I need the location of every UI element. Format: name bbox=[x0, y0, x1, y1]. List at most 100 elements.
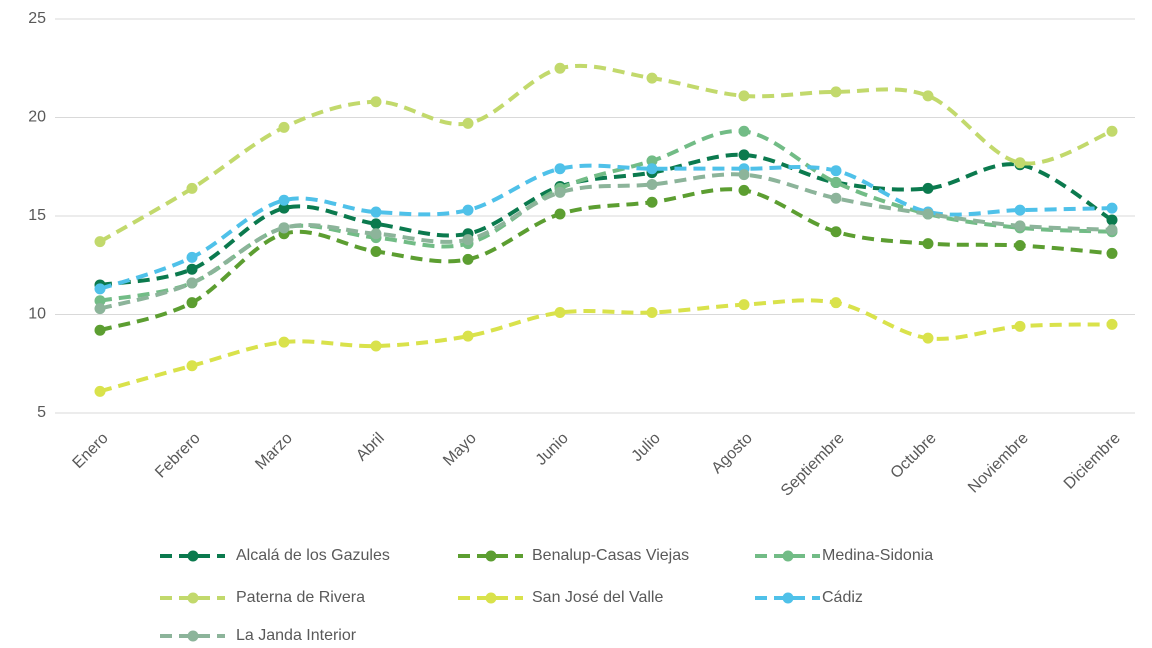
y-tick-label: 25 bbox=[28, 10, 46, 27]
series-line bbox=[98, 63, 1113, 244]
point bbox=[186, 277, 198, 289]
x-tick-label: Noviembre bbox=[965, 430, 1032, 497]
point bbox=[830, 226, 842, 238]
point bbox=[830, 297, 842, 309]
point bbox=[1106, 125, 1118, 137]
point bbox=[1014, 204, 1026, 216]
legend-label: Cádiz bbox=[822, 589, 863, 606]
point bbox=[370, 96, 382, 108]
point bbox=[94, 324, 106, 336]
point bbox=[738, 169, 750, 181]
point bbox=[1014, 157, 1026, 169]
point bbox=[922, 90, 934, 102]
point bbox=[1106, 224, 1118, 236]
point bbox=[462, 117, 474, 129]
legend-marker bbox=[187, 592, 199, 604]
y-tick-label: 5 bbox=[37, 404, 46, 421]
legend-label: La Janda Interior bbox=[236, 627, 357, 644]
point bbox=[738, 90, 750, 102]
point bbox=[462, 253, 474, 265]
point bbox=[278, 222, 290, 234]
point bbox=[462, 204, 474, 216]
legend-label: San José del Valle bbox=[532, 589, 663, 606]
point bbox=[646, 72, 658, 84]
point bbox=[370, 245, 382, 257]
point bbox=[830, 177, 842, 189]
point bbox=[462, 330, 474, 342]
point bbox=[830, 192, 842, 204]
point bbox=[1106, 202, 1118, 214]
x-tick-label: Diciembre bbox=[1061, 430, 1124, 493]
series-line bbox=[99, 298, 1113, 394]
point bbox=[278, 202, 290, 214]
point bbox=[94, 385, 106, 397]
point bbox=[1014, 240, 1026, 252]
point bbox=[1106, 247, 1118, 259]
point bbox=[94, 236, 106, 248]
legend-label: Benalup-Casas Viejas bbox=[532, 547, 689, 564]
point bbox=[738, 149, 750, 161]
x-tick-label: Mayo bbox=[440, 430, 480, 470]
point bbox=[738, 299, 750, 311]
point bbox=[278, 194, 290, 206]
point bbox=[1014, 220, 1026, 232]
x-tick-label: Febrero bbox=[152, 430, 204, 482]
point bbox=[554, 208, 566, 220]
point bbox=[370, 228, 382, 240]
point bbox=[186, 251, 198, 263]
point bbox=[830, 165, 842, 177]
point bbox=[646, 307, 658, 319]
point bbox=[94, 283, 106, 295]
x-tick-label: Enero bbox=[70, 430, 112, 472]
point bbox=[646, 196, 658, 208]
legend-label: Medina-Sidonia bbox=[822, 547, 933, 564]
point bbox=[94, 303, 106, 315]
y-tick-label: 20 bbox=[28, 109, 46, 126]
x-tick-label: Octubre bbox=[888, 430, 940, 482]
x-tick-label: Abril bbox=[353, 430, 388, 465]
legend-marker bbox=[187, 630, 199, 642]
legend-marker bbox=[782, 550, 794, 562]
x-tick-label: Junio bbox=[533, 430, 572, 469]
legend-label: Alcalá de los Gazules bbox=[236, 547, 390, 564]
point bbox=[186, 297, 198, 309]
point bbox=[554, 186, 566, 198]
point bbox=[646, 155, 658, 167]
series-line bbox=[99, 187, 1113, 333]
point bbox=[278, 121, 290, 133]
point bbox=[94, 295, 106, 307]
point bbox=[922, 208, 934, 220]
point bbox=[370, 206, 382, 218]
series-line bbox=[99, 152, 1114, 287]
legend-label: Paterna de Rivera bbox=[236, 589, 365, 606]
legend-marker bbox=[485, 592, 497, 604]
point bbox=[830, 86, 842, 98]
point bbox=[370, 340, 382, 352]
point bbox=[1014, 320, 1026, 332]
point bbox=[186, 360, 198, 372]
point bbox=[922, 238, 934, 250]
point bbox=[922, 332, 934, 344]
x-tick-label: Julio bbox=[629, 430, 664, 465]
x-tick-label: Septiembre bbox=[778, 430, 848, 500]
series-line bbox=[99, 172, 1113, 311]
x-tick-label: Agosto bbox=[709, 430, 756, 477]
y-tick-label: 10 bbox=[28, 306, 46, 323]
point bbox=[738, 184, 750, 196]
point bbox=[922, 182, 934, 194]
point bbox=[186, 182, 198, 194]
point bbox=[738, 125, 750, 137]
point bbox=[646, 163, 658, 175]
point bbox=[278, 336, 290, 348]
point bbox=[646, 178, 658, 190]
point bbox=[1106, 214, 1118, 226]
x-tick-label: Marzo bbox=[252, 430, 296, 474]
point bbox=[1106, 318, 1118, 330]
y-tick-label: 15 bbox=[28, 207, 46, 224]
point bbox=[370, 218, 382, 230]
legend-marker bbox=[485, 550, 497, 562]
point bbox=[554, 62, 566, 74]
point bbox=[554, 163, 566, 175]
legend-marker bbox=[782, 592, 794, 604]
